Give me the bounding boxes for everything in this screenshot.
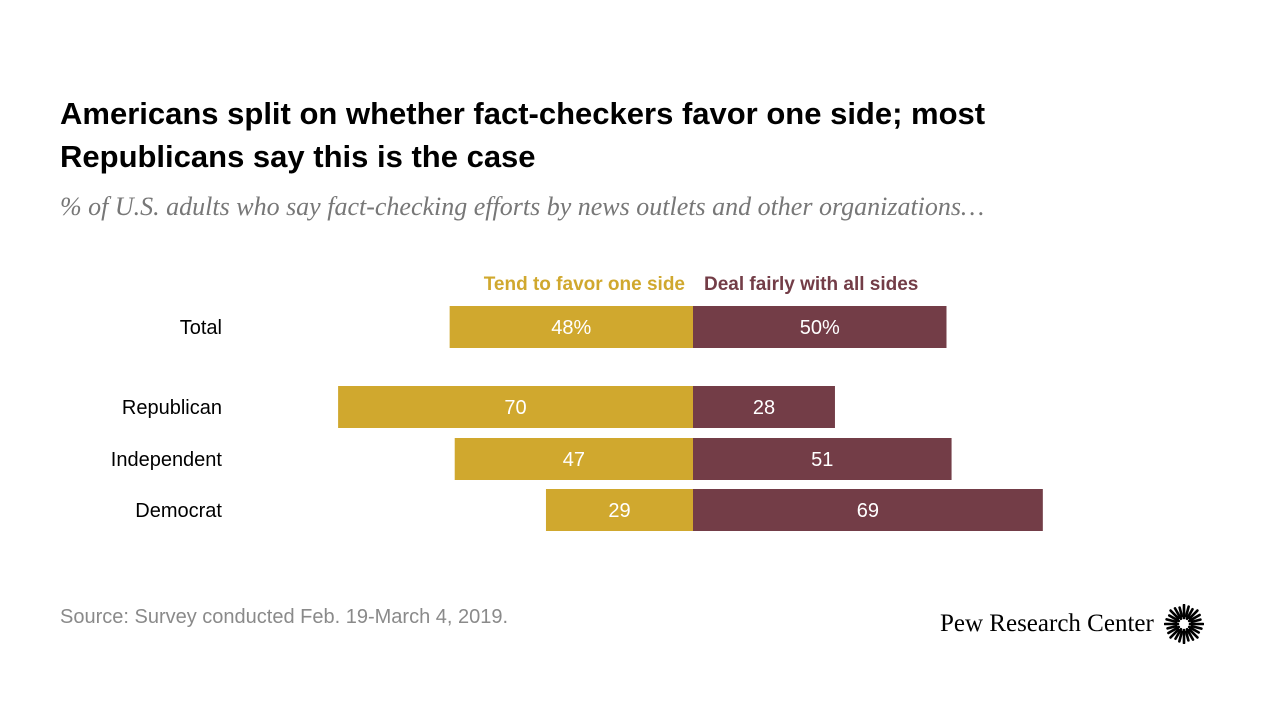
chart-legend: Tend to favor one side Deal fairly with a… bbox=[484, 274, 919, 295]
value-label-tend-to-favor-one-side-democrat: 29 bbox=[608, 500, 630, 522]
bar-tend-to-favor-one-side-independent bbox=[454, 438, 693, 480]
category-label-total: Total bbox=[180, 317, 222, 339]
category-labels: Total Republican Independent Democrat bbox=[111, 317, 223, 522]
chart-subtitle: % of U.S. adults who say fact-checking e… bbox=[60, 192, 985, 221]
brand-logo: Pew Research Center bbox=[940, 604, 1204, 644]
bar-tend-to-favor-one-side-democrat bbox=[545, 489, 693, 531]
value-label-tend-to-favor-one-side-independent: 47 bbox=[563, 449, 585, 471]
source-note: Source: Survey conducted Feb. 19-March 4… bbox=[60, 606, 509, 628]
bar-deal-fairly-with-all-sides-total bbox=[693, 306, 947, 348]
diverging-bar-chart: Tend to favor one side Deal fairly with a… bbox=[111, 274, 1043, 531]
value-label-deal-fairly-with-all-sides-total: 50% bbox=[800, 317, 840, 339]
value-label-deal-fairly-with-all-sides-democrat: 69 bbox=[857, 500, 879, 522]
bar-deal-fairly-with-all-sides-republican bbox=[693, 386, 835, 428]
category-label-independent: Independent bbox=[111, 449, 223, 471]
category-label-democrat: Democrat bbox=[135, 500, 222, 522]
legend-tend-to-favor-one-side: Tend to favor one side bbox=[484, 274, 685, 295]
chart-title: Americans split on whether fact-checkers… bbox=[60, 96, 986, 174]
bar-deal-fairly-with-all-sides-democrat bbox=[693, 489, 1043, 531]
bar-tend-to-favor-one-side-republican bbox=[338, 386, 693, 428]
legend-deal-fairly-with-all-sides: Deal fairly with all sides bbox=[704, 274, 918, 295]
pew-sunburst-icon bbox=[1163, 604, 1204, 644]
value-label-deal-fairly-with-all-sides-republican: 28 bbox=[753, 397, 775, 419]
value-label-deal-fairly-with-all-sides-independent: 51 bbox=[811, 449, 833, 471]
category-label-republican: Republican bbox=[122, 397, 222, 419]
value-label-tend-to-favor-one-side-republican: 70 bbox=[504, 397, 526, 419]
value-label-tend-to-favor-one-side-total: 48% bbox=[551, 317, 591, 339]
bar-deal-fairly-with-all-sides-independent bbox=[693, 438, 952, 480]
bar-tend-to-favor-one-side-total bbox=[449, 306, 693, 348]
value-labels: 48% 50% 70 28 47 51 29 69 bbox=[504, 317, 879, 522]
bars bbox=[338, 306, 1043, 531]
brand-name: Pew Research Center bbox=[940, 610, 1154, 637]
